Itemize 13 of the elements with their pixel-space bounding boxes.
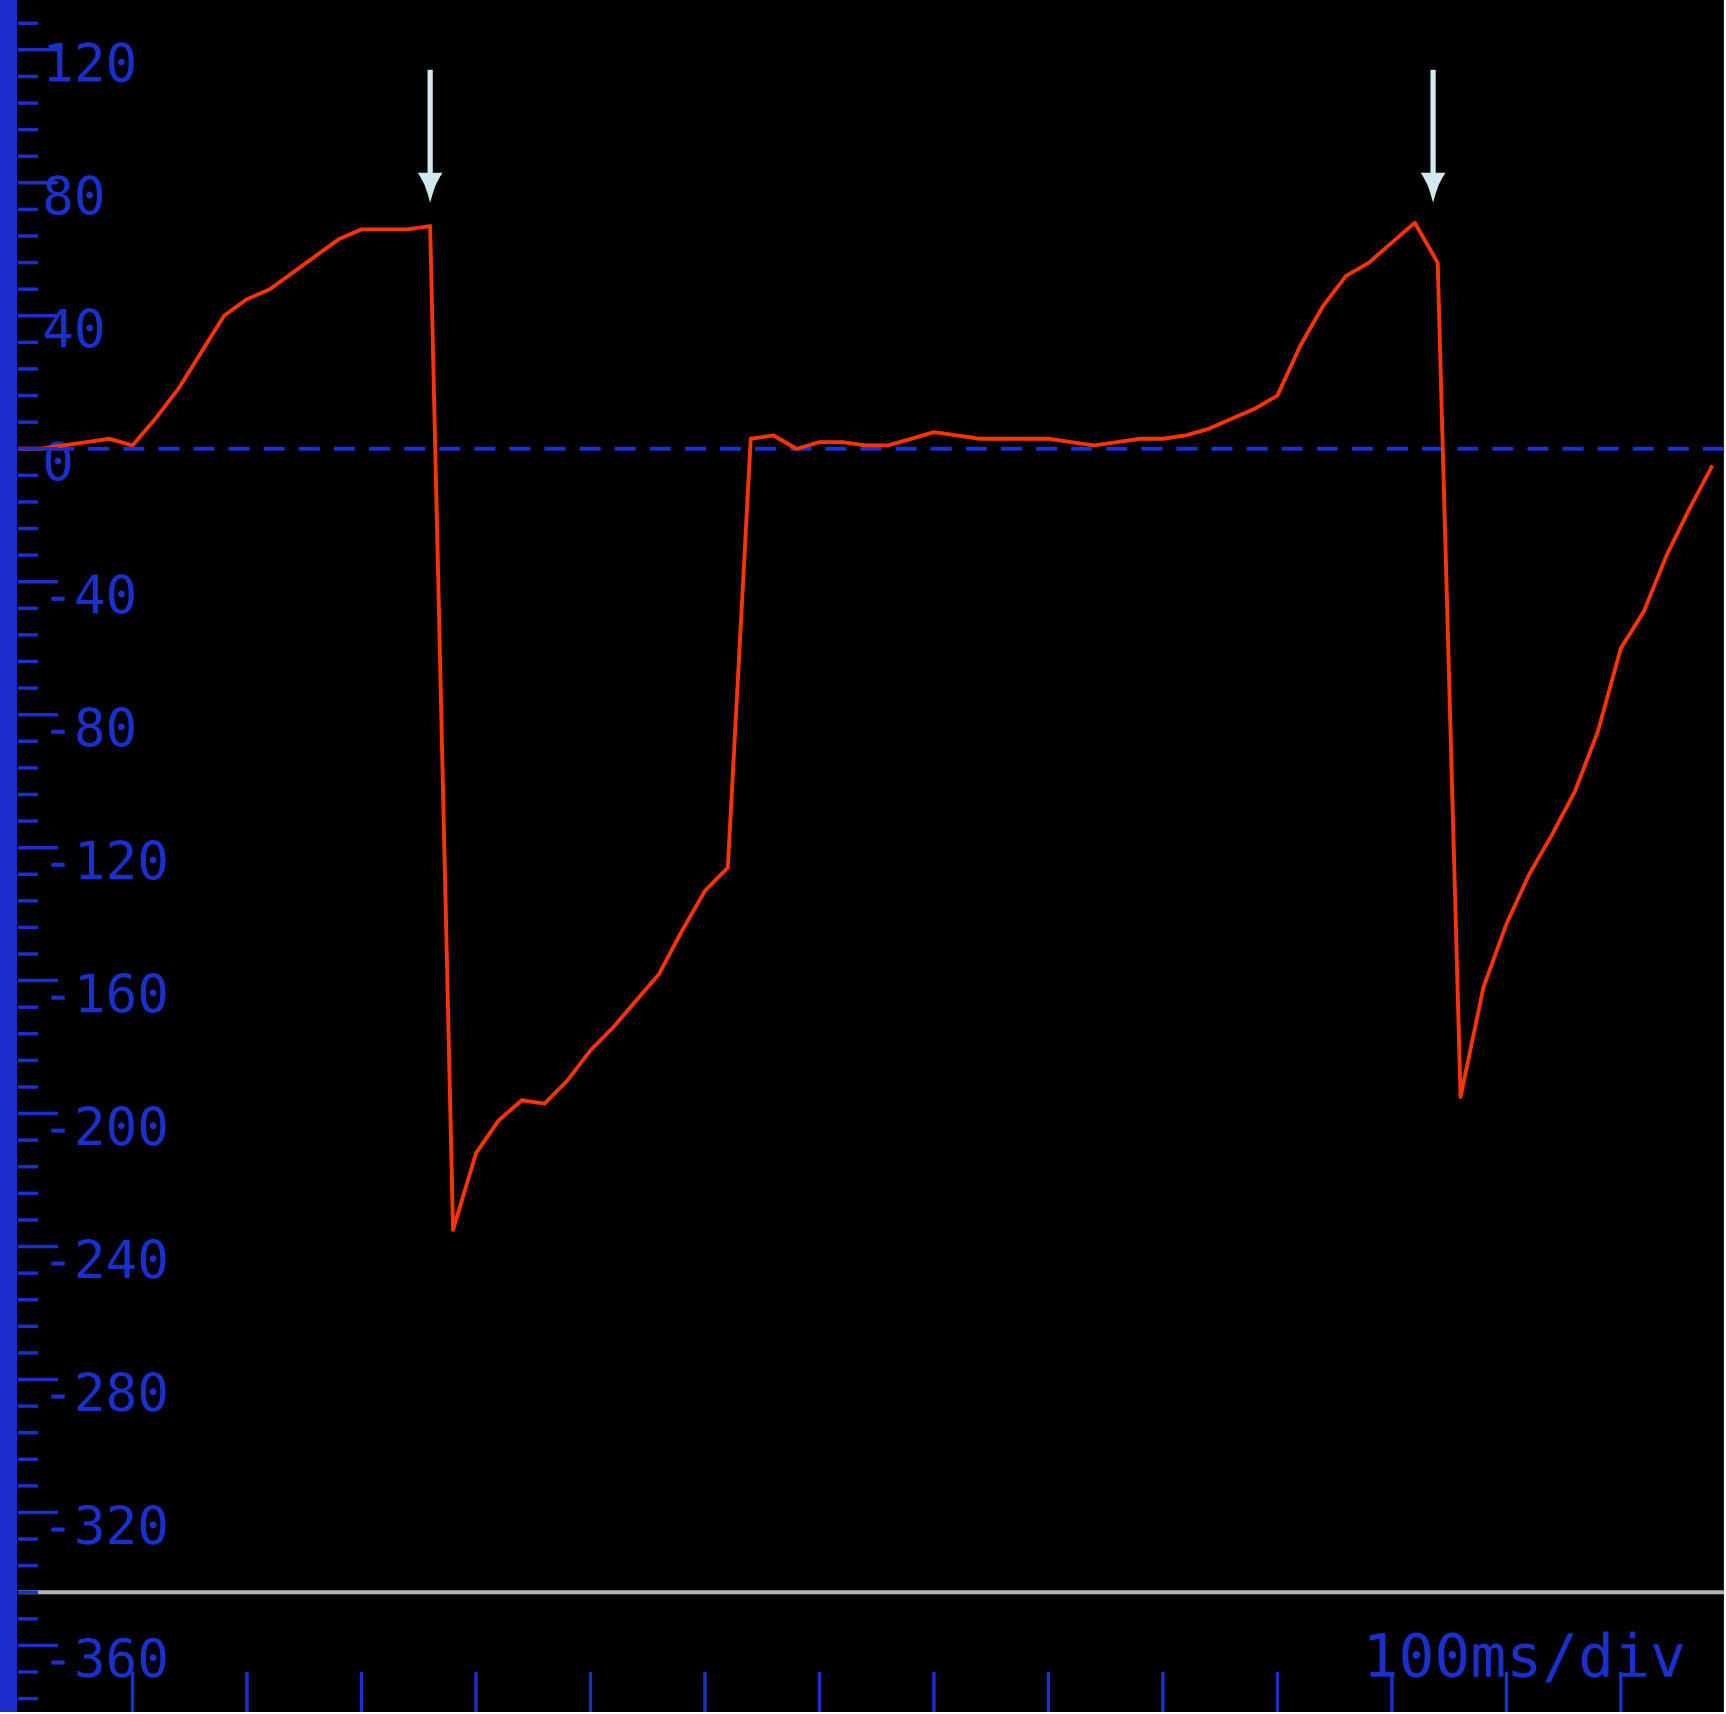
y-tick-label: 40	[44, 308, 103, 349]
y-tick-label: -280	[51, 1372, 166, 1412]
y-tick-label: -200	[51, 1106, 166, 1147]
y-tick-label: 80	[45, 175, 103, 216]
y-tick-label: -360	[51, 1638, 166, 1678]
annotation: 100ms/div	[1369, 1631, 1683, 1683]
y-tick-label: -80	[51, 707, 134, 748]
y-tick-label: -160	[51, 973, 166, 1014]
y-tick-label: -240	[51, 1239, 166, 1279]
y-tick-label: 120	[48, 42, 134, 83]
y-tick-label: -120	[51, 840, 166, 881]
y-tick-label: -320	[51, 1505, 166, 1545]
y-tick-label: -40	[51, 574, 134, 615]
